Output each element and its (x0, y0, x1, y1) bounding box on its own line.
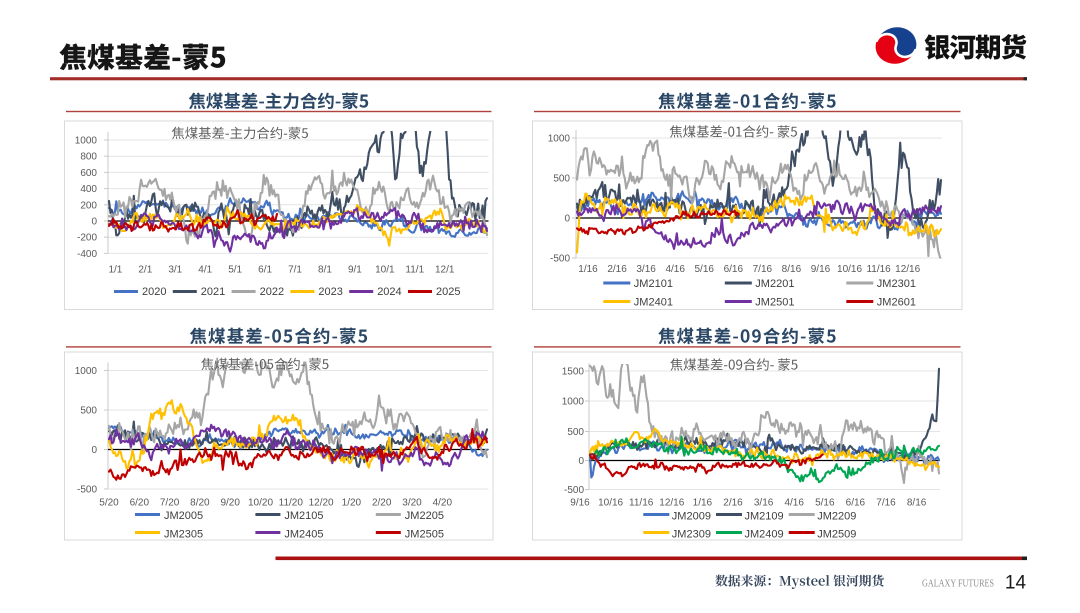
svg-text:11/16: 11/16 (629, 498, 654, 509)
svg-text:1/1: 1/1 (108, 265, 122, 276)
svg-text:500: 500 (80, 406, 97, 417)
svg-text:JM2509: JM2509 (817, 529, 856, 541)
svg-text:11/20: 11/20 (279, 498, 304, 509)
svg-text:JM2505: JM2505 (405, 529, 444, 541)
svg-text:0: 0 (578, 456, 584, 467)
svg-text:1500: 1500 (562, 367, 585, 378)
svg-text:1/16: 1/16 (693, 498, 713, 509)
svg-text:4/16: 4/16 (784, 498, 804, 509)
svg-text:JM2101: JM2101 (634, 278, 673, 290)
svg-text:JM2405: JM2405 (284, 529, 323, 541)
svg-text:2020: 2020 (142, 286, 166, 298)
svg-text:JM2209: JM2209 (817, 511, 856, 523)
svg-text:400: 400 (80, 184, 97, 195)
svg-text:2025: 2025 (436, 286, 460, 298)
svg-text:1/16: 1/16 (578, 264, 598, 275)
svg-text:1000: 1000 (548, 134, 571, 145)
svg-text:1000: 1000 (562, 397, 585, 408)
svg-text:-200: -200 (77, 233, 97, 244)
svg-text:11/1: 11/1 (405, 265, 424, 276)
svg-text:200: 200 (80, 200, 97, 211)
svg-text:5/16: 5/16 (695, 264, 715, 275)
svg-text:8/20: 8/20 (190, 498, 210, 509)
svg-text:JM2401: JM2401 (634, 297, 673, 309)
svg-text:2024: 2024 (377, 286, 401, 298)
svg-text:3/16: 3/16 (754, 498, 774, 509)
svg-text:12/20: 12/20 (309, 498, 334, 509)
svg-text:JM2201: JM2201 (755, 278, 794, 290)
svg-text:-500: -500 (550, 254, 570, 265)
svg-text:2/20: 2/20 (372, 498, 392, 509)
svg-text:5/20: 5/20 (99, 498, 119, 509)
svg-text:12/1: 12/1 (435, 265, 455, 276)
svg-text:5/16: 5/16 (815, 498, 835, 509)
svg-text:3/20: 3/20 (402, 498, 422, 509)
svg-text:800: 800 (80, 152, 97, 163)
svg-text:-500: -500 (77, 485, 97, 496)
svg-text:9/1: 9/1 (348, 265, 362, 276)
svg-text:0: 0 (564, 214, 570, 225)
svg-text:JM2009: JM2009 (672, 511, 711, 523)
svg-text:8/16: 8/16 (907, 498, 927, 509)
svg-text:4/16: 4/16 (665, 264, 685, 275)
svg-text:4/1: 4/1 (198, 265, 212, 276)
svg-text:12/16: 12/16 (659, 498, 684, 509)
svg-text:7/16: 7/16 (753, 264, 773, 275)
svg-text:9/16: 9/16 (811, 264, 831, 275)
svg-text:3/16: 3/16 (636, 264, 656, 275)
svg-text:JM2501: JM2501 (755, 297, 794, 309)
svg-text:8/1: 8/1 (318, 265, 332, 276)
svg-text:JM2309: JM2309 (672, 529, 711, 541)
svg-text:8/16: 8/16 (782, 264, 802, 275)
svg-text:2021: 2021 (201, 286, 225, 298)
svg-text:4/20: 4/20 (433, 498, 453, 509)
svg-text:7/20: 7/20 (160, 498, 180, 509)
svg-text:JM2205: JM2205 (405, 510, 444, 522)
svg-text:1000: 1000 (75, 366, 98, 377)
svg-text:JM2109: JM2109 (745, 511, 784, 523)
svg-text:JM2305: JM2305 (164, 529, 203, 541)
svg-text:0: 0 (91, 217, 97, 228)
svg-text:1/20: 1/20 (342, 498, 362, 509)
svg-text:JM2005: JM2005 (164, 510, 203, 522)
svg-text:2022: 2022 (260, 286, 284, 298)
svg-text:1000: 1000 (75, 136, 98, 147)
svg-text:10/16: 10/16 (598, 498, 623, 509)
svg-text:6/1: 6/1 (258, 265, 272, 276)
svg-text:JM2301: JM2301 (877, 278, 916, 290)
svg-text:6/16: 6/16 (724, 264, 744, 275)
svg-text:0: 0 (91, 445, 97, 456)
svg-text:6/16: 6/16 (846, 498, 866, 509)
svg-text:9/20: 9/20 (220, 498, 240, 509)
svg-text:-400: -400 (77, 249, 97, 260)
svg-text:2023: 2023 (318, 286, 342, 298)
svg-text:10/16: 10/16 (837, 264, 862, 275)
svg-text:7/1: 7/1 (288, 265, 302, 276)
svg-text:GALAXY FUTURES: GALAXY FUTURES (922, 579, 994, 590)
svg-text:JM2601: JM2601 (877, 297, 916, 309)
svg-text:2/16: 2/16 (607, 264, 627, 275)
svg-text:11/16: 11/16 (866, 264, 891, 275)
svg-text:3/1: 3/1 (168, 265, 182, 276)
svg-text:600: 600 (80, 168, 97, 179)
svg-text:10/20: 10/20 (248, 498, 273, 509)
svg-text:JM2105: JM2105 (284, 510, 323, 522)
svg-text:JM2409: JM2409 (745, 529, 784, 541)
svg-text:14: 14 (1005, 573, 1027, 594)
svg-text:10/1: 10/1 (375, 265, 395, 276)
svg-text:500: 500 (553, 174, 570, 185)
svg-text:2/1: 2/1 (138, 265, 152, 276)
svg-text:2/16: 2/16 (723, 498, 743, 509)
svg-text:500: 500 (567, 427, 584, 438)
svg-text:7/16: 7/16 (876, 498, 896, 509)
svg-text:5/1: 5/1 (228, 265, 242, 276)
svg-text:-500: -500 (564, 485, 584, 496)
svg-text:6/20: 6/20 (130, 498, 150, 509)
svg-text:12/16: 12/16 (895, 264, 920, 275)
svg-text:9/16: 9/16 (570, 498, 590, 509)
